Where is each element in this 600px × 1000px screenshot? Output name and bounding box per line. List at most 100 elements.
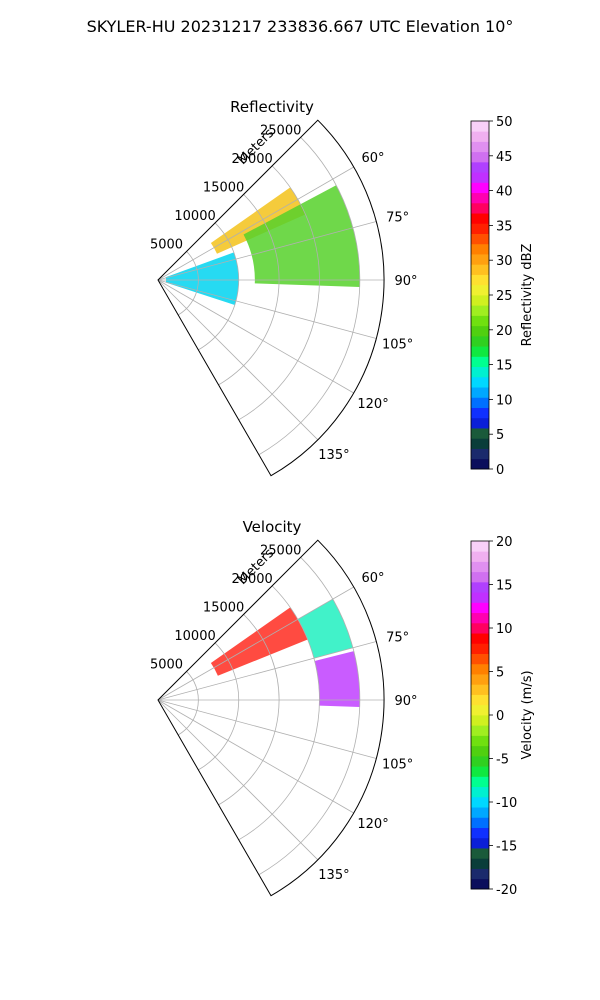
colorbar-tick-label: 15 (496, 579, 513, 594)
range-tick-label: 10000 (174, 629, 215, 644)
panel-title: Velocity (243, 518, 302, 536)
colorbar-swatch (471, 643, 489, 654)
colorbar-swatch (471, 602, 489, 614)
colorbar-tick-label: 0 (496, 709, 504, 724)
colorbar-swatch (471, 592, 489, 603)
colorbar-tick-label: 40 (496, 185, 513, 200)
colorbar-swatch (471, 674, 489, 685)
range-ring (177, 671, 199, 736)
colorbar-swatch (471, 448, 489, 460)
colorbar-swatch (471, 417, 489, 429)
azimuth-tick-label: 60° (362, 151, 385, 166)
colorbar-tick-label: 30 (496, 254, 513, 269)
colorbar-swatch (471, 633, 489, 644)
range-ring (218, 614, 280, 806)
colorbar-swatch (471, 561, 489, 573)
colorbar-tick-label: 0 (496, 463, 504, 478)
panel-reflectivity: Reflectivity25-35 dBZ15-22 dBZ5-15 dBZ50… (150, 98, 535, 478)
colorbar-swatch (471, 735, 489, 747)
azimuth-tick-label: 105° (382, 758, 413, 773)
colorbar-swatch (471, 715, 489, 726)
echo-region (297, 599, 353, 659)
colorbar-tick-label: 20 (496, 535, 513, 550)
colorbar-swatch (471, 264, 489, 275)
colorbar-tick-label: 25 (496, 289, 513, 304)
azimuth-tick-label: 75° (386, 630, 409, 645)
colorbar-swatch (471, 612, 489, 624)
colorbar-swatch (471, 366, 489, 378)
colorbar-tick-label: 50 (496, 115, 513, 130)
azimuth-tick-label: 120° (357, 397, 388, 412)
colorbar-swatch (471, 725, 489, 736)
range-tick-label: 15000 (203, 180, 244, 195)
colorbar-swatch (471, 571, 489, 583)
panel-title: Reflectivity (230, 98, 314, 116)
colorbar-swatch (471, 387, 489, 398)
figure-suptitle: SKYLER-HU 20231217 233836.667 UTC Elevat… (87, 17, 514, 36)
colorbar-swatch (471, 141, 489, 153)
colorbar-swatch (471, 653, 489, 665)
colorbar-swatch (471, 663, 489, 675)
colorbar-swatch (471, 397, 489, 408)
colorbar-swatch (471, 807, 489, 818)
azimuth-spoke (157, 699, 354, 814)
colorbar-swatch (471, 182, 489, 194)
azimuth-spoke (157, 279, 354, 394)
colorbar-swatch (471, 172, 489, 183)
colorbar-swatch (471, 325, 489, 337)
colorbar-swatch (471, 684, 489, 695)
colorbar-tick-label: -10 (496, 796, 517, 811)
azimuth-tick-label: 135° (318, 868, 349, 883)
colorbar-tick-label: 35 (496, 219, 513, 234)
azimuth-tick-label: 75° (386, 210, 409, 225)
colorbar-swatch (471, 868, 489, 880)
colorbar-tick-label: 5 (496, 428, 504, 443)
colorbar-swatch (471, 356, 489, 368)
azimuth-tick-label: 120° (357, 817, 388, 832)
colorbar-swatch (471, 346, 489, 357)
azimuth-spoke (157, 586, 354, 701)
echo-region (314, 651, 360, 708)
colorbar-swatch (471, 254, 489, 265)
colorbar: 0 5 10 15 20 25 30 35 40 45 50 Reflectivity dBZ (470, 115, 535, 478)
range-tick-label: 5000 (150, 657, 183, 672)
colorbar-tick-label: 45 (496, 150, 513, 165)
colorbar-swatch (471, 131, 489, 142)
range-tick-label: 20000 (231, 152, 272, 167)
colorbar-swatch (471, 837, 489, 849)
colorbar-tick-label: 20 (496, 324, 513, 339)
colorbar-label: Velocity (m/s) (520, 670, 535, 759)
colorbar-swatch (471, 151, 489, 163)
echo-region (165, 252, 239, 305)
colorbar-swatch (471, 817, 489, 828)
colorbar-swatch (471, 284, 489, 296)
azimuth-spoke (157, 166, 354, 281)
colorbar-tick-label: -5 (496, 753, 509, 768)
colorbar-swatch (471, 243, 489, 255)
colorbar-swatch (471, 622, 489, 634)
azimuth-tick-label: 105° (382, 338, 413, 353)
azimuth-tick-label: 90° (394, 274, 417, 289)
colorbar-label: Reflectivity dBZ (520, 244, 535, 347)
colorbar-tick-label: -15 (496, 840, 517, 855)
colorbar-swatch (471, 848, 489, 859)
colorbar-tick-label: 5 (496, 666, 504, 681)
range-ring (258, 137, 361, 456)
colorbar-tick-label: -20 (496, 883, 517, 898)
colorbar-swatch (471, 755, 489, 767)
colorbar-swatch (471, 438, 489, 449)
azimuth-tick-label: 60° (362, 571, 385, 586)
range-tick-label: 25000 (260, 123, 301, 138)
colorbar-swatch (471, 223, 489, 234)
azimuth-spoke (157, 699, 319, 861)
azimuth-spoke (157, 641, 377, 701)
range-ring (198, 642, 240, 771)
colorbar-swatch (471, 335, 489, 347)
colorbar-swatch (471, 796, 489, 808)
echo-region (243, 185, 360, 288)
colorbar-swatch (471, 858, 489, 869)
range-tick-label: 5000 (150, 237, 183, 252)
azimuth-tick-label: 135° (318, 448, 349, 463)
